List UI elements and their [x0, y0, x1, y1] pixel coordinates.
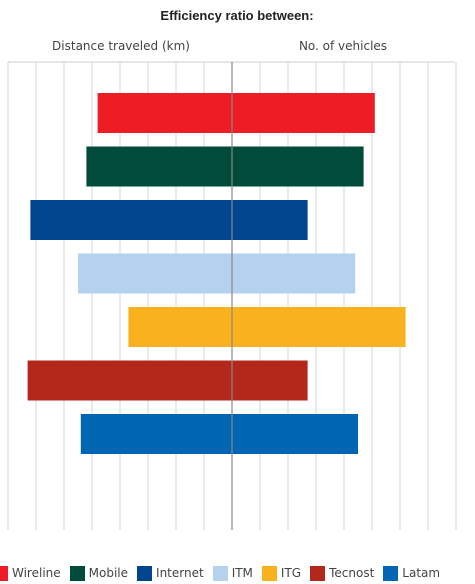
legend-item-mobile: Mobile [69, 565, 129, 581]
legend-label: ITG [280, 566, 302, 580]
legend-label: Latam [402, 566, 441, 580]
legend-item-itg: ITG [261, 565, 302, 581]
bar-itm-distance [78, 253, 232, 294]
bar-itm-vehicles [232, 253, 356, 294]
legend-item-internet: Internet [137, 565, 204, 581]
legend-swatch [0, 565, 8, 581]
bar-wireline-vehicles [232, 93, 375, 133]
bar-itg-vehicles [232, 307, 406, 347]
legend-label: Internet [156, 566, 204, 580]
legend: Wireline Mobile Internet ITM ITG Tecnost Latam [0, 562, 449, 584]
bar-mobile-distance [86, 146, 233, 187]
bar-mobile-vehicles [232, 146, 364, 187]
bar-itg-distance [128, 307, 232, 347]
bar-internet-distance [30, 200, 233, 240]
legend-label: Tecnost [329, 566, 375, 580]
bar-tecnost-vehicles [232, 360, 308, 401]
legend-item-tecnost: Tecnost [310, 565, 375, 581]
legend-item-latam: Latam [383, 565, 441, 581]
legend-item-itm: ITM [212, 565, 253, 581]
bar-latam-distance [80, 414, 232, 454]
bar-tecnost-distance [27, 360, 232, 401]
legend-swatch [261, 565, 277, 581]
legend-swatch [137, 565, 153, 581]
chart-title: Efficiency ratio between: [160, 8, 313, 23]
left-axis-header: Distance traveled (km) [52, 39, 190, 53]
legend-item-wireline: Wireline [0, 565, 61, 581]
right-axis-header: No. of vehicles [299, 39, 387, 53]
legend-label: ITM [231, 566, 253, 580]
bars-group [27, 93, 406, 454]
legend-swatch [69, 565, 85, 581]
legend-swatch [310, 565, 326, 581]
legend-label: Wireline [12, 566, 61, 580]
bar-wireline-distance [97, 93, 232, 133]
legend-swatch [383, 565, 399, 581]
bar-latam-vehicles [232, 414, 358, 454]
grid-lines [7, 62, 457, 530]
bar-internet-vehicles [232, 200, 308, 240]
legend-swatch [212, 565, 228, 581]
legend-label: Mobile [88, 566, 129, 580]
